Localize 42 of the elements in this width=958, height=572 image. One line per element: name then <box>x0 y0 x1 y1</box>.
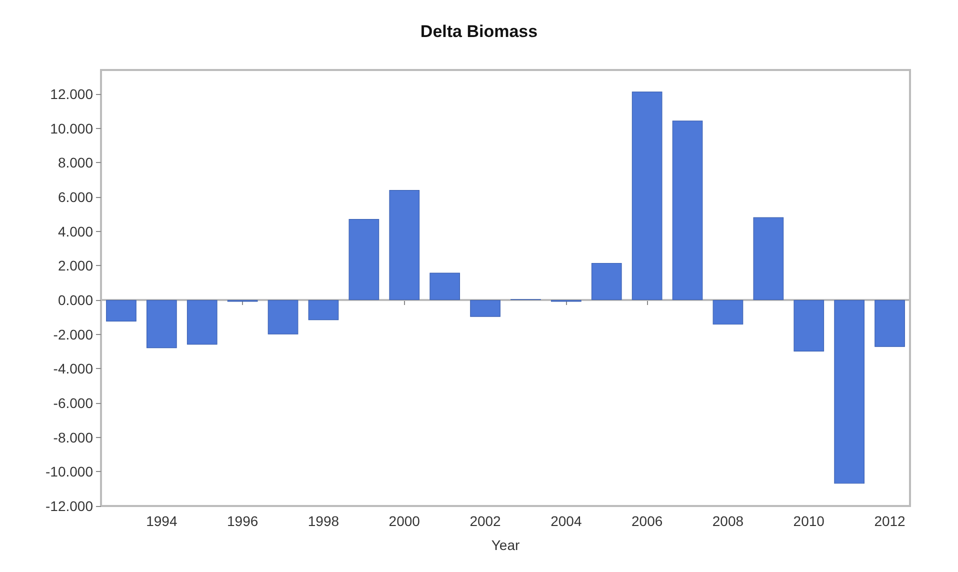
y-tick-label: -8.000 <box>53 429 94 446</box>
bar <box>146 300 177 348</box>
y-tick-label: -10.000 <box>46 464 94 480</box>
bar <box>348 218 380 300</box>
bar <box>591 262 622 300</box>
bar <box>470 300 500 317</box>
x-tick-label: 1996 <box>226 513 258 529</box>
bar <box>753 217 784 300</box>
bar <box>834 300 864 484</box>
y-tick-label: 2.000 <box>58 258 94 274</box>
bar <box>430 272 460 300</box>
y-tick-label: -6.000 <box>53 395 94 412</box>
x-tick-label: 2004 <box>550 513 582 529</box>
y-tick-label: 10.000 <box>50 120 94 136</box>
x-tick-label: 2000 <box>388 513 420 529</box>
bar <box>186 300 218 345</box>
bar <box>632 92 662 300</box>
x-tick-label: 2008 <box>712 513 744 529</box>
bar <box>389 190 420 300</box>
bar <box>874 300 905 347</box>
y-tick-label: 12.000 <box>50 86 94 102</box>
x-tick-label: 2012 <box>874 513 906 529</box>
y-tick-label: -12.000 <box>46 498 94 514</box>
x-tick-label: 1994 <box>146 513 178 529</box>
bar <box>712 300 744 325</box>
y-tick-label: 4.000 <box>58 223 94 240</box>
bar <box>106 300 136 322</box>
x-axis-title: Year <box>491 537 520 553</box>
y-tick-label: -4.000 <box>53 360 94 377</box>
bar <box>308 300 339 320</box>
chart-title: Delta Biomass <box>420 22 538 41</box>
x-tick-label: 1998 <box>308 513 340 529</box>
y-tick-label: 0.000 <box>58 292 94 308</box>
x-tick-label: 2006 <box>631 513 663 529</box>
bar <box>268 300 298 334</box>
y-tick-label: 8.000 <box>58 154 94 171</box>
x-tick-label: 2010 <box>793 513 825 529</box>
y-tick-label: 6.000 <box>58 189 94 206</box>
bar <box>672 120 703 300</box>
x-tick-label: 2002 <box>470 513 502 529</box>
bar <box>794 300 824 352</box>
y-tick-label: -2.000 <box>53 326 94 342</box>
